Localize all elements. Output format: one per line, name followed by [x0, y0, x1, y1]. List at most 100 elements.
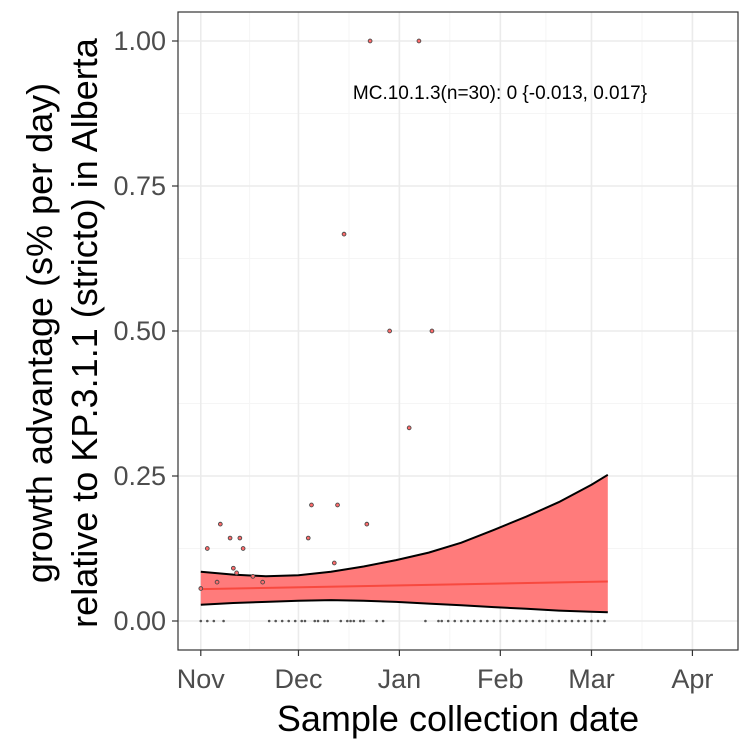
- data-point: [230, 565, 236, 571]
- zero-point: [583, 619, 587, 623]
- zero-point: [362, 619, 365, 623]
- fit-line: [200, 580, 608, 591]
- zero-point: [339, 619, 343, 623]
- data-point: [335, 502, 340, 508]
- zero-point: [293, 619, 297, 623]
- zero-point: [280, 619, 284, 623]
- x-tick-label: Feb: [477, 664, 524, 694]
- y-tick-label: 0.50: [113, 316, 166, 346]
- x-tick-label: Nov: [177, 664, 226, 694]
- zero-point: [596, 619, 600, 623]
- zero-point: [287, 619, 290, 623]
- zero-point: [590, 619, 593, 623]
- data-point: [416, 38, 422, 44]
- x-axis-ticks: Nov Dec Jan Feb Mar Apr: [177, 650, 713, 694]
- zero-point: [603, 619, 606, 623]
- fit-line-group: [200, 580, 608, 591]
- upper-bound-line: [200, 473, 609, 578]
- zero-point: [453, 619, 457, 623]
- data-point: [198, 586, 204, 591]
- zero-point: [346, 619, 349, 623]
- y-axis-ticks: 0.00 0.25 0.50 0.75 1.00: [113, 26, 178, 636]
- y-axis-title-line1: growth advantage (s% per day): [19, 83, 60, 583]
- zero-point: [538, 619, 541, 623]
- zero-point: [352, 619, 356, 623]
- zero-point: [466, 619, 470, 623]
- zero-point: [486, 619, 489, 623]
- zero-point: [300, 619, 304, 623]
- y-tick-label: 0.75: [113, 171, 166, 201]
- zero-point: [440, 619, 444, 623]
- zero-point: [557, 619, 561, 623]
- zero-point: [492, 619, 496, 623]
- zero-point: [424, 619, 427, 623]
- data-point: [260, 579, 266, 585]
- y-tick-label: 0.00: [113, 606, 166, 636]
- zero-point: [499, 619, 502, 623]
- zero-point: [267, 619, 271, 623]
- data-point: [305, 535, 311, 541]
- zero-point: [316, 619, 320, 623]
- zero-point: [570, 619, 574, 623]
- data-point: [406, 425, 412, 431]
- zero-point: [349, 619, 352, 623]
- zero-point: [359, 619, 362, 623]
- x-tick-label: Mar: [568, 664, 615, 694]
- zero-point: [551, 619, 554, 623]
- x-tick-label: Apr: [671, 664, 713, 694]
- zero-point: [472, 619, 476, 623]
- data-point: [204, 546, 210, 551]
- data-point: [367, 38, 373, 44]
- zero-point: [564, 619, 567, 623]
- grid-lines: [178, 12, 738, 650]
- data-point: [217, 521, 223, 527]
- annotation-text: MC.10.1.3(n=30): 0 {-0.013, 0.017}: [353, 83, 647, 104]
- zero-point: [531, 619, 535, 623]
- y-axis-title-line2: relative to KP.3.1.1 (stricto) in Albert…: [64, 37, 105, 628]
- zero-point: [326, 619, 330, 623]
- data-point: [364, 521, 370, 527]
- zero-point: [303, 619, 307, 623]
- data-point: [309, 502, 314, 508]
- data-point: [240, 546, 246, 551]
- x-tick-label: Dec: [274, 664, 322, 694]
- zero-point: [381, 619, 385, 623]
- data-point: [250, 573, 256, 579]
- zero-point: [222, 619, 225, 623]
- data-point: [387, 328, 392, 334]
- zero-point: [525, 619, 528, 623]
- zero-point: [512, 619, 515, 623]
- zero-point: [212, 619, 216, 623]
- confidence-ribbon: [200, 474, 608, 613]
- x-axis-title: Sample collection date: [277, 698, 639, 739]
- zero-point: [459, 619, 463, 623]
- zero-point: [323, 619, 326, 623]
- zero-point: [206, 619, 209, 623]
- data-point: [331, 560, 337, 566]
- x-tick-label: Jan: [378, 664, 422, 694]
- zero-point: [199, 619, 203, 623]
- confidence-band: [200, 473, 609, 614]
- data-point: [234, 570, 239, 576]
- y-tick-label: 0.25: [113, 461, 166, 491]
- zero-point: [437, 619, 440, 623]
- zero-point: [375, 619, 378, 623]
- zero-point: [505, 619, 509, 623]
- y-tick-label: 1.00: [113, 26, 166, 56]
- data-point: [237, 535, 243, 541]
- lower-bound-line: [200, 599, 608, 614]
- zero-point: [313, 619, 317, 623]
- data-points: [198, 38, 606, 623]
- zero-point: [446, 619, 450, 623]
- data-point: [429, 328, 435, 334]
- zero-point: [479, 619, 483, 623]
- zero-point: [274, 619, 277, 623]
- zero-point: [518, 619, 522, 623]
- zero-point: [577, 619, 580, 623]
- zero-point: [544, 619, 548, 623]
- data-point: [341, 231, 347, 237]
- data-point: [214, 579, 220, 585]
- data-point: [227, 535, 233, 541]
